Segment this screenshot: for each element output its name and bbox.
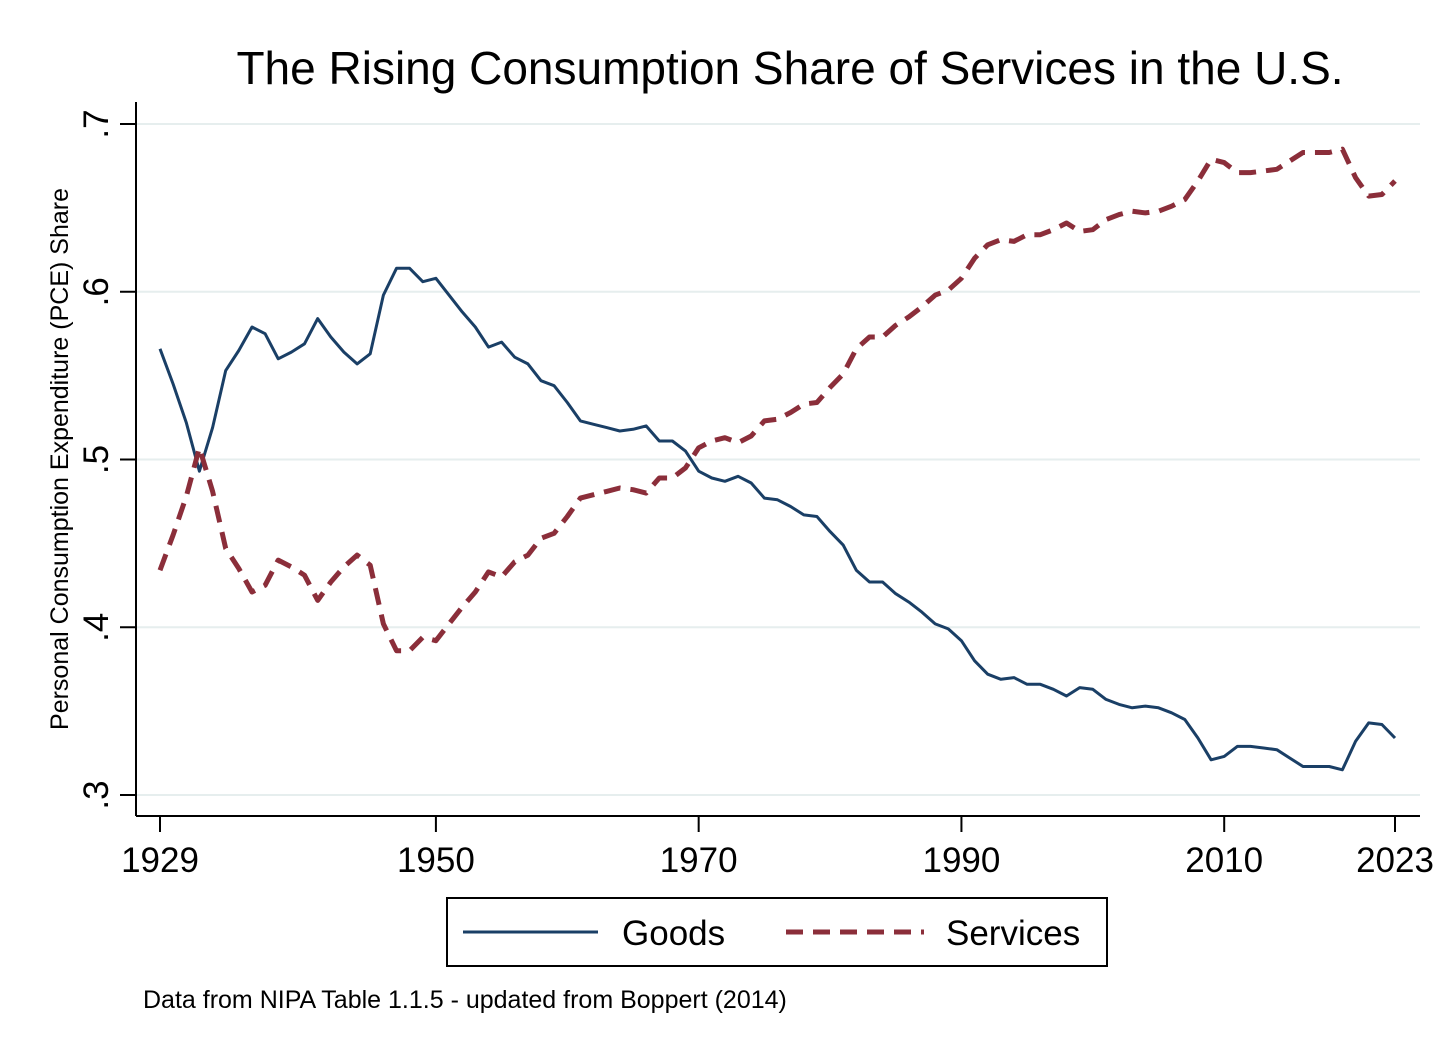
x-axis-ticks: 1929 1950 1970 1990 2010 2023 xyxy=(121,816,1434,880)
y-tick-label: .5 xyxy=(77,445,116,474)
y-tick-label: .3 xyxy=(77,780,116,809)
legend: Goods Services xyxy=(446,897,1108,967)
series-line-services xyxy=(157,146,1397,654)
y-tick-label: .4 xyxy=(77,613,116,642)
y-axis-label: Personal Consumption Expenditure (PCE) S… xyxy=(46,188,74,730)
y-tick-label: .7 xyxy=(77,109,116,138)
series-group xyxy=(157,146,1397,772)
source-note: Data from NIPA Table 1.1.5 - updated fro… xyxy=(143,986,787,1014)
series-line-goods xyxy=(158,266,1397,772)
x-tick-label: 1929 xyxy=(121,841,199,880)
x-tick-label: 2010 xyxy=(1185,841,1263,880)
y-axis-ticks: .3 .4 .5 .6 .7 xyxy=(77,109,136,810)
legend-label-goods: Goods xyxy=(622,914,725,953)
y-tick-label: .6 xyxy=(77,277,116,306)
x-tick-label: 2023 xyxy=(1356,841,1434,880)
x-tick-label: 1990 xyxy=(922,841,1000,880)
x-tick-label: 1950 xyxy=(397,841,475,880)
gridlines xyxy=(137,123,1420,796)
chart-title: The Rising Consumption Share of Services… xyxy=(236,42,1343,94)
legend-label-services: Services xyxy=(946,914,1080,953)
x-tick-label: 1970 xyxy=(660,841,738,880)
